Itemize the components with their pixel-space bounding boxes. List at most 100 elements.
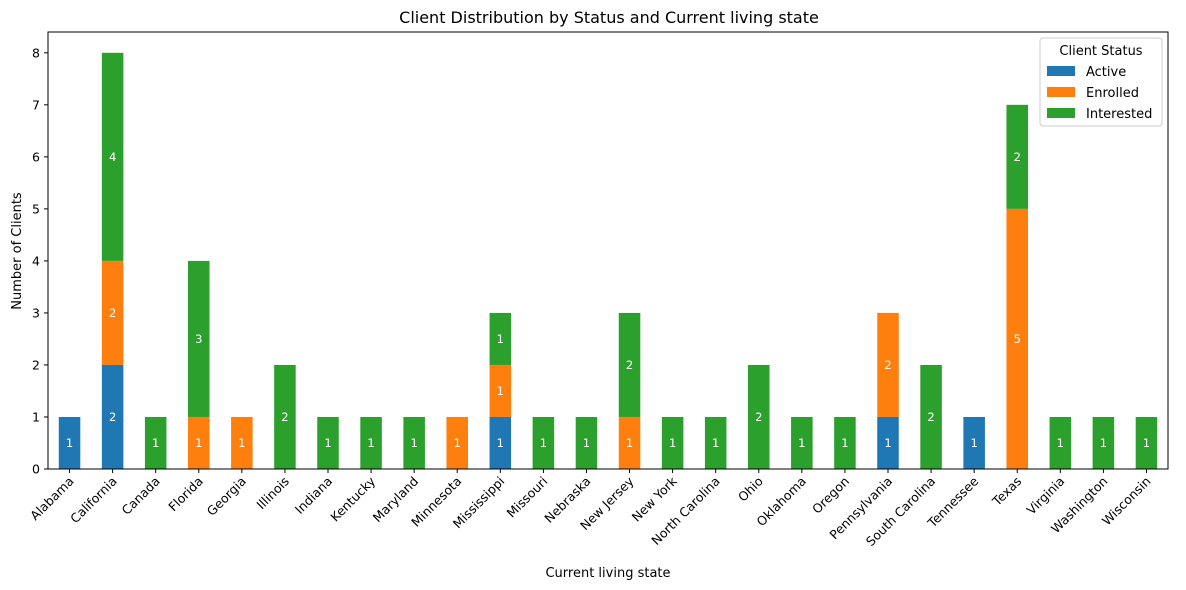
bar-value-label: 1 xyxy=(540,436,547,450)
bar-active-19 xyxy=(877,416,899,469)
bar-interested-5 xyxy=(274,364,296,469)
bar-value-label: 1 xyxy=(497,384,504,398)
bar-value-label: 1 xyxy=(238,436,245,450)
bar-value-label: 1 xyxy=(324,436,331,450)
bar-active-1 xyxy=(101,364,124,469)
bar-enrolled-13 xyxy=(618,416,641,469)
y-tick-label: 4 xyxy=(32,253,40,268)
bar-value-label: 1 xyxy=(367,436,374,450)
bar-interested-11 xyxy=(532,416,555,469)
bar-interested-7 xyxy=(360,416,382,469)
bar-value-label: 1 xyxy=(798,436,805,450)
bar-active-10 xyxy=(489,416,512,469)
x-tick-label: California xyxy=(67,474,120,527)
y-tick-label: 1 xyxy=(32,409,40,424)
legend-label-enrolled: Enrolled xyxy=(1086,86,1139,101)
bar-active-21 xyxy=(963,416,985,469)
bar-value-label: 1 xyxy=(497,332,504,346)
bar-interested-3 xyxy=(188,260,210,417)
bar-interested-1 xyxy=(101,52,124,261)
bar-enrolled-22 xyxy=(1006,208,1028,469)
y-tick-label: 2 xyxy=(32,357,40,372)
bar-value-label: 1 xyxy=(454,436,461,450)
x-tick-label: Ohio xyxy=(735,474,766,505)
chart-title: Client Distribution by Status and Curren… xyxy=(399,8,819,27)
bar-value-label: 5 xyxy=(1014,332,1021,346)
bar-value-label: 2 xyxy=(109,306,116,320)
x-tick-label: Texas xyxy=(989,474,1025,510)
y-tick-label: 3 xyxy=(32,305,40,320)
bar-value-label: 1 xyxy=(195,436,202,450)
bar-interested-6 xyxy=(317,416,339,469)
y-axis-label: Number of Clients xyxy=(10,192,25,310)
x-tick-label: Georgia xyxy=(204,474,249,519)
y-tick-label: 8 xyxy=(32,45,40,60)
bar-value-label: 1 xyxy=(884,436,891,450)
x-tick-label: Florida xyxy=(165,474,206,515)
y-tick-label: 7 xyxy=(32,97,40,112)
x-axis-label: Current living state xyxy=(545,566,670,581)
bar-value-label: 2 xyxy=(109,410,116,424)
bar-value-label: 2 xyxy=(281,410,288,424)
bar-value-label: 2 xyxy=(626,358,633,372)
legend-swatch-interested xyxy=(1047,108,1075,118)
bar-value-label: 2 xyxy=(1014,150,1021,164)
x-tick-label: Virginia xyxy=(1023,474,1067,518)
bar-value-label: 1 xyxy=(410,436,417,450)
legend-label-interested: Interested xyxy=(1086,107,1152,122)
bar-interested-13 xyxy=(618,312,641,417)
bar-active-0 xyxy=(58,416,81,469)
x-tick-label: Illinois xyxy=(253,474,292,513)
bar-value-label: 1 xyxy=(1143,436,1150,450)
plot-frame xyxy=(47,31,1169,470)
bar-interested-23 xyxy=(1049,416,1072,469)
bar-value-label: 1 xyxy=(970,436,977,450)
bar-value-label: 1 xyxy=(712,436,719,450)
bar-value-label: 1 xyxy=(626,436,633,450)
y-tick-label: 6 xyxy=(32,149,40,164)
bar-value-label: 2 xyxy=(884,358,891,372)
x-tick-label: Canada xyxy=(119,474,163,518)
bar-interested-14 xyxy=(661,416,684,469)
bar-enrolled-4 xyxy=(231,416,253,469)
bar-enrolled-10 xyxy=(489,364,512,417)
bar-enrolled-9 xyxy=(446,416,468,469)
legend-frame xyxy=(1039,37,1163,127)
bar-interested-10 xyxy=(489,312,512,365)
bar-interested-24 xyxy=(1092,416,1115,469)
bar-value-label: 1 xyxy=(669,436,676,450)
y-axis: 0 1 2 3 4 5 6 7 8 xyxy=(32,45,48,477)
bar-value-label: 3 xyxy=(195,332,202,346)
x-tick-label: Indiana xyxy=(292,474,335,517)
bar-enrolled-19 xyxy=(877,312,899,417)
bar-interested-15 xyxy=(704,416,727,469)
legend-swatch-active xyxy=(1047,66,1075,76)
bar-interested-20 xyxy=(920,364,942,469)
legend-items: Active Enrolled Interested xyxy=(1047,65,1152,122)
bar-value-label: 1 xyxy=(66,436,73,450)
bar-interested-17 xyxy=(791,416,813,469)
legend-swatch-enrolled xyxy=(1047,87,1075,97)
legend-title: Client Status xyxy=(1059,44,1142,59)
bar-value-label: 1 xyxy=(841,436,848,450)
bar-value-label: 1 xyxy=(497,436,504,450)
bar-interested-12 xyxy=(575,416,598,469)
bar-value-label: 1 xyxy=(152,436,159,450)
bar-interested-18 xyxy=(834,416,856,469)
bar-value-label: 2 xyxy=(927,410,934,424)
bar-labels-layer: 1 2 2 4 1 1 3 1 2 1 1 1 1 1 1 1 1 1 1 2 1 1 2 1 1 1 2 2 1 5 2 1 1 1 xyxy=(66,150,1150,450)
bar-interested-2 xyxy=(144,416,167,469)
bar-enrolled-3 xyxy=(188,416,210,469)
legend: Client Status Active Enrolled Interested xyxy=(1039,37,1163,127)
y-tick-label: 0 xyxy=(32,462,40,477)
bar-interested-25 xyxy=(1135,416,1158,469)
bar-value-label: 4 xyxy=(109,150,116,164)
bar-value-label: 1 xyxy=(1100,436,1107,450)
bar-value-label: 2 xyxy=(755,410,762,424)
bar-interested-16 xyxy=(748,364,770,469)
bar-enrolled-1 xyxy=(101,260,124,365)
legend-label-active: Active xyxy=(1086,65,1126,80)
bar-value-label: 1 xyxy=(1057,436,1064,450)
